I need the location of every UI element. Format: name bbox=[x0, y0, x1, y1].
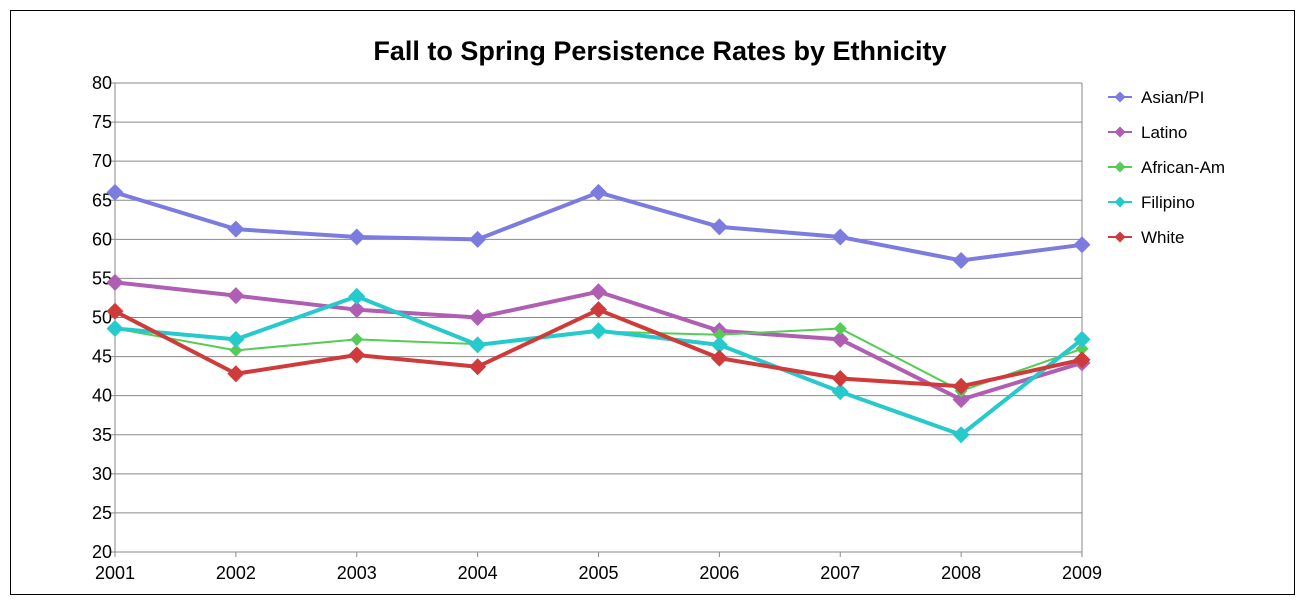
legend-label: Latino bbox=[1141, 123, 1187, 142]
y-tick-label: 45 bbox=[92, 347, 112, 367]
data-point-marker bbox=[227, 220, 245, 238]
data-point-marker bbox=[1073, 236, 1091, 254]
legend-entry: White bbox=[1108, 228, 1184, 247]
data-point-marker bbox=[348, 346, 366, 364]
series-white bbox=[106, 301, 1091, 395]
y-tick-label: 60 bbox=[92, 229, 112, 249]
legend-marker bbox=[1114, 161, 1126, 173]
legend-label: Filipino bbox=[1141, 193, 1195, 212]
data-point-marker bbox=[348, 301, 366, 319]
data-point-marker bbox=[106, 183, 124, 201]
data-point-marker bbox=[469, 309, 487, 326]
y-tick-label: 55 bbox=[92, 268, 112, 288]
y-tick-label: 20 bbox=[92, 542, 112, 562]
data-point-marker bbox=[227, 330, 245, 348]
data-point-marker bbox=[106, 319, 124, 337]
data-point-marker bbox=[831, 330, 849, 348]
data-point-marker bbox=[831, 228, 849, 246]
legend-marker bbox=[1114, 196, 1126, 208]
data-point-marker bbox=[831, 369, 849, 387]
data-point-marker bbox=[106, 273, 124, 291]
data-point-marker bbox=[350, 332, 364, 346]
series-line bbox=[114, 190, 1083, 263]
x-tick-label: 2006 bbox=[699, 563, 739, 583]
x-tick-label: 2009 bbox=[1062, 563, 1102, 583]
data-point-marker bbox=[469, 358, 487, 376]
y-tick-label: 25 bbox=[92, 503, 112, 523]
legend-entry: Asian/PI bbox=[1108, 88, 1204, 107]
y-tick-label: 75 bbox=[92, 112, 112, 132]
axes: 20 25 30 35 40 45 50 55 60 65 70 75 80 2001 2002 2003 20… bbox=[92, 73, 1102, 583]
data-point-marker bbox=[710, 349, 728, 367]
legend-entry: African-Am bbox=[1108, 158, 1225, 177]
y-tick-label: 80 bbox=[92, 73, 112, 93]
y-tick-label: 50 bbox=[92, 308, 112, 328]
y-tick-label: 30 bbox=[92, 464, 112, 484]
legend-marker bbox=[1114, 126, 1126, 138]
data-point-marker bbox=[590, 283, 607, 301]
data-point-marker bbox=[1073, 351, 1091, 369]
data-point-marker bbox=[952, 377, 970, 395]
data-point-marker bbox=[712, 328, 726, 342]
data-point-marker bbox=[710, 218, 728, 236]
data-point-marker bbox=[348, 287, 366, 305]
legend-entry: Filipino bbox=[1108, 193, 1195, 212]
series-lines bbox=[106, 183, 1091, 444]
data-point-marker bbox=[1075, 342, 1089, 356]
data-point-marker bbox=[469, 336, 487, 354]
y-tick-label: 35 bbox=[92, 425, 112, 445]
data-point-marker bbox=[952, 391, 970, 409]
series-filipino bbox=[106, 287, 1091, 444]
data-point-marker bbox=[833, 321, 847, 335]
data-point-marker bbox=[831, 383, 849, 401]
y-tick-label: 70 bbox=[92, 151, 112, 171]
data-point-marker bbox=[710, 336, 728, 354]
data-point-marker bbox=[227, 365, 245, 383]
legend-label: African-Am bbox=[1141, 158, 1225, 177]
legend-marker bbox=[1114, 91, 1126, 103]
y-tick-label: 40 bbox=[92, 386, 112, 406]
data-point-marker bbox=[590, 183, 607, 201]
x-tick-label: 2002 bbox=[216, 563, 256, 583]
data-point-marker bbox=[952, 426, 970, 444]
data-point-marker bbox=[1073, 330, 1091, 348]
x-tick-label: 2008 bbox=[941, 563, 981, 583]
x-tick-label: 2005 bbox=[578, 563, 618, 583]
y-tick-label: 65 bbox=[92, 190, 112, 210]
legend-label: Asian/PI bbox=[1141, 88, 1204, 107]
x-tick-label: 2003 bbox=[337, 563, 377, 583]
data-point-marker bbox=[106, 302, 124, 320]
x-tick-label: 2004 bbox=[458, 563, 498, 583]
chart-frame bbox=[10, 10, 1295, 595]
data-point-marker bbox=[229, 343, 243, 357]
x-tick-label: 2001 bbox=[95, 563, 135, 583]
series-asian-pi bbox=[106, 183, 1091, 269]
data-point-marker bbox=[590, 322, 607, 340]
data-point-marker bbox=[227, 287, 245, 305]
legend-label: White bbox=[1141, 228, 1184, 247]
chart-title: Fall to Spring Persistence Rates by Ethn… bbox=[373, 36, 946, 66]
data-point-marker bbox=[469, 230, 487, 248]
data-point-marker bbox=[952, 251, 970, 269]
legend-entry: Latino bbox=[1108, 123, 1187, 142]
legend: Asian/PI Latino African-Am Filipino White bbox=[1108, 88, 1225, 247]
legend-marker bbox=[1114, 231, 1126, 243]
series-latino bbox=[106, 273, 1091, 409]
x-tick-label: 2007 bbox=[820, 563, 860, 583]
data-point-marker bbox=[590, 301, 607, 319]
data-point-marker bbox=[348, 228, 366, 246]
